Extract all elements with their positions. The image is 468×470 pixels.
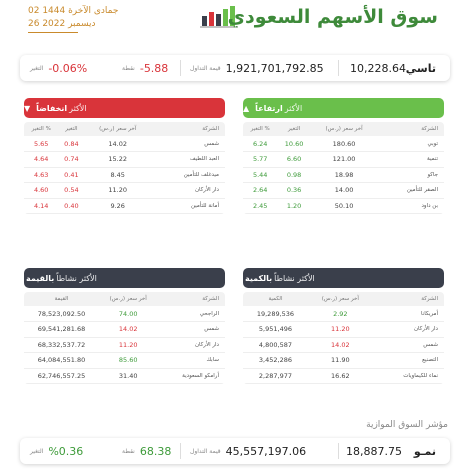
nomu-turnover: 45,557,197.06 (225, 444, 307, 458)
table-row[interactable]: 64,084,551.80 85.60 سابك (24, 352, 225, 369)
table-row[interactable]: 4,800,587 14.02 شمس (243, 337, 444, 353)
date-underline (28, 32, 78, 33)
table-row[interactable]: 68,332,537.72 11.20 دار الأركان (24, 337, 225, 353)
col-header: التغير (277, 122, 311, 136)
by-volume-panel: الأكثر نشاطاً بالكمية الكمية آخر سعر (ر.… (243, 268, 444, 384)
tasi-turnover: 1,921,701,792.85 (225, 61, 324, 75)
gainers-title-prefix: الأكثر (284, 103, 303, 113)
table-row[interactable]: 5.65 0.84 14.02 شمس (24, 136, 225, 152)
table-row[interactable]: 62,746,557.25 31.40 أرامكو السعودية (24, 368, 225, 384)
table-row[interactable]: 69,541,281.68 14.02 شمس (24, 321, 225, 338)
by-value-title: بالقيمة (26, 273, 55, 283)
tasi-points: -5.88 (139, 61, 169, 75)
tasi-change: -0.06% (48, 61, 88, 75)
divider (180, 60, 181, 76)
by-value-table: القيمة آخر سعر (ر.س) الشركة 78,523,092.5… (24, 292, 225, 384)
col-header: التغير % (243, 122, 278, 136)
gainers-table: التغير % التغير آخر سعر (ر.س) الشركة 6.2… (243, 122, 444, 214)
divider (338, 443, 339, 459)
nomu-name: نمـو (413, 444, 436, 458)
hijri-date: 02 جمادى الآخرة 1444 (28, 6, 119, 16)
tasi-summary: التغير -0.06% نقطة -5.88 قيمة التداول 1,… (20, 55, 450, 81)
by-volume-header: الأكثر نشاطاً بالكمية (243, 268, 444, 288)
gregorian-date: 26 ديسمبر 2022 (28, 19, 96, 29)
nomu-points-label: نقطة (122, 447, 135, 455)
divider (338, 60, 339, 76)
tasi-value: 10,228.64 (350, 61, 406, 75)
chevron-up-icon: ▲ (243, 103, 250, 113)
table-row[interactable]: 4.63 0.41 8.45 ميدغلف للتأمين (24, 167, 225, 183)
col-header: التغير % (24, 122, 59, 136)
gainers-title: ارتفاعاً (255, 103, 283, 113)
by-value-title-prefix: الأكثر نشاطاً (56, 273, 97, 283)
gainers-header: الأكثر ارتفاعاً ▲ (243, 98, 444, 118)
losers-table: التغير % التغير آخر سعر (ر.س) الشركة 5.6… (24, 122, 225, 214)
nomu-value: 18,887.75 (346, 444, 402, 458)
gainers-panel: الأكثر ارتفاعاً ▲ التغير % التغير آخر سع… (243, 98, 444, 214)
col-header: الشركة (377, 122, 444, 136)
nomu-turnover-label: قيمة التداول (190, 447, 221, 455)
col-header: الشركة (157, 292, 225, 306)
table-row[interactable]: 3,452,286 11.90 التصنيع (243, 352, 444, 369)
table-row[interactable]: 2.45 1.20 50.10 بن داود (243, 198, 444, 214)
by-volume-title: بالكمية (245, 273, 273, 283)
col-header: الشركة (372, 292, 444, 306)
chevron-down-icon: ▼ (24, 103, 31, 113)
nomu-change-label: التغير (30, 447, 44, 455)
tasi-change-label: التغير (30, 64, 44, 72)
table-row[interactable]: 19,289,536 2.92 أمريكانا (243, 306, 444, 322)
nomu-change: %0.36 (48, 444, 84, 458)
table-row[interactable]: 4.14 0.40 9.26 أمانة للتأمين (24, 198, 225, 214)
table-row[interactable]: 5.77 6.60 121.00 تنمية (243, 151, 444, 168)
losers-header: الأكثر انخفاضاً ▼ (24, 98, 225, 118)
table-row[interactable]: 5.44 0.98 18.98 جاكو (243, 167, 444, 183)
nomu-points: 68.38 (139, 444, 172, 458)
by-volume-title-prefix: الأكثر نشاطاً (274, 273, 315, 283)
by-value-header: الأكثر نشاطاً بالقيمة (24, 268, 225, 288)
col-header: آخر سعر (ر.س) (310, 122, 378, 136)
col-header: آخر سعر (ر.س) (307, 292, 373, 306)
losers-panel: الأكثر انخفاضاً ▼ التغير % التغير آخر سع… (24, 98, 225, 214)
col-header: آخر سعر (ر.س) (98, 292, 158, 306)
table-row[interactable]: 4.64 0.74 15.22 العبد اللطيف (24, 151, 225, 168)
tasi-points-label: نقطة (122, 64, 135, 72)
by-value-panel: الأكثر نشاطاً بالقيمة القيمة آخر سعر (ر.… (24, 268, 225, 384)
table-row[interactable]: 5,951,496 11.20 دار الأركان (243, 321, 444, 338)
col-header: التغير (58, 122, 85, 136)
table-row[interactable]: 2,287,977 16.62 نماء للكيماويات (243, 368, 444, 384)
table-row[interactable]: 2.64 0.36 14.00 الصقر للتأمين (243, 182, 444, 199)
page-title: سوق الأسهم السعودي (227, 6, 438, 28)
table-row[interactable]: 78,523,092.50 74.00 الراجحي (24, 306, 225, 322)
losers-title: انخفاضاً (36, 103, 68, 113)
nomu-summary: التغير %0.36 نقطة 68.38 قيمة التداول 45,… (20, 438, 450, 464)
bar-chart-icon (200, 6, 238, 28)
table-row[interactable]: 6.24 10.60 180.60 توبي (243, 136, 444, 152)
by-volume-table: الكمية آخر سعر (ر.س) الشركة 19,289,536 2.… (243, 292, 444, 384)
col-header: القيمة (24, 292, 99, 306)
tasi-name: تاسي (405, 61, 436, 75)
col-header: الكمية (243, 292, 308, 306)
col-header: الشركة (151, 122, 225, 136)
table-row[interactable]: 4.60 0.54 11.20 دار الأركان (24, 182, 225, 199)
nomu-section-label: مؤشر السوق الموازية (366, 420, 448, 430)
losers-title-prefix: الأكثر (69, 103, 87, 113)
col-header: آخر سعر (ر.س) (84, 122, 151, 136)
tasi-turnover-label: قيمة التداول (190, 64, 221, 72)
divider (180, 443, 181, 459)
